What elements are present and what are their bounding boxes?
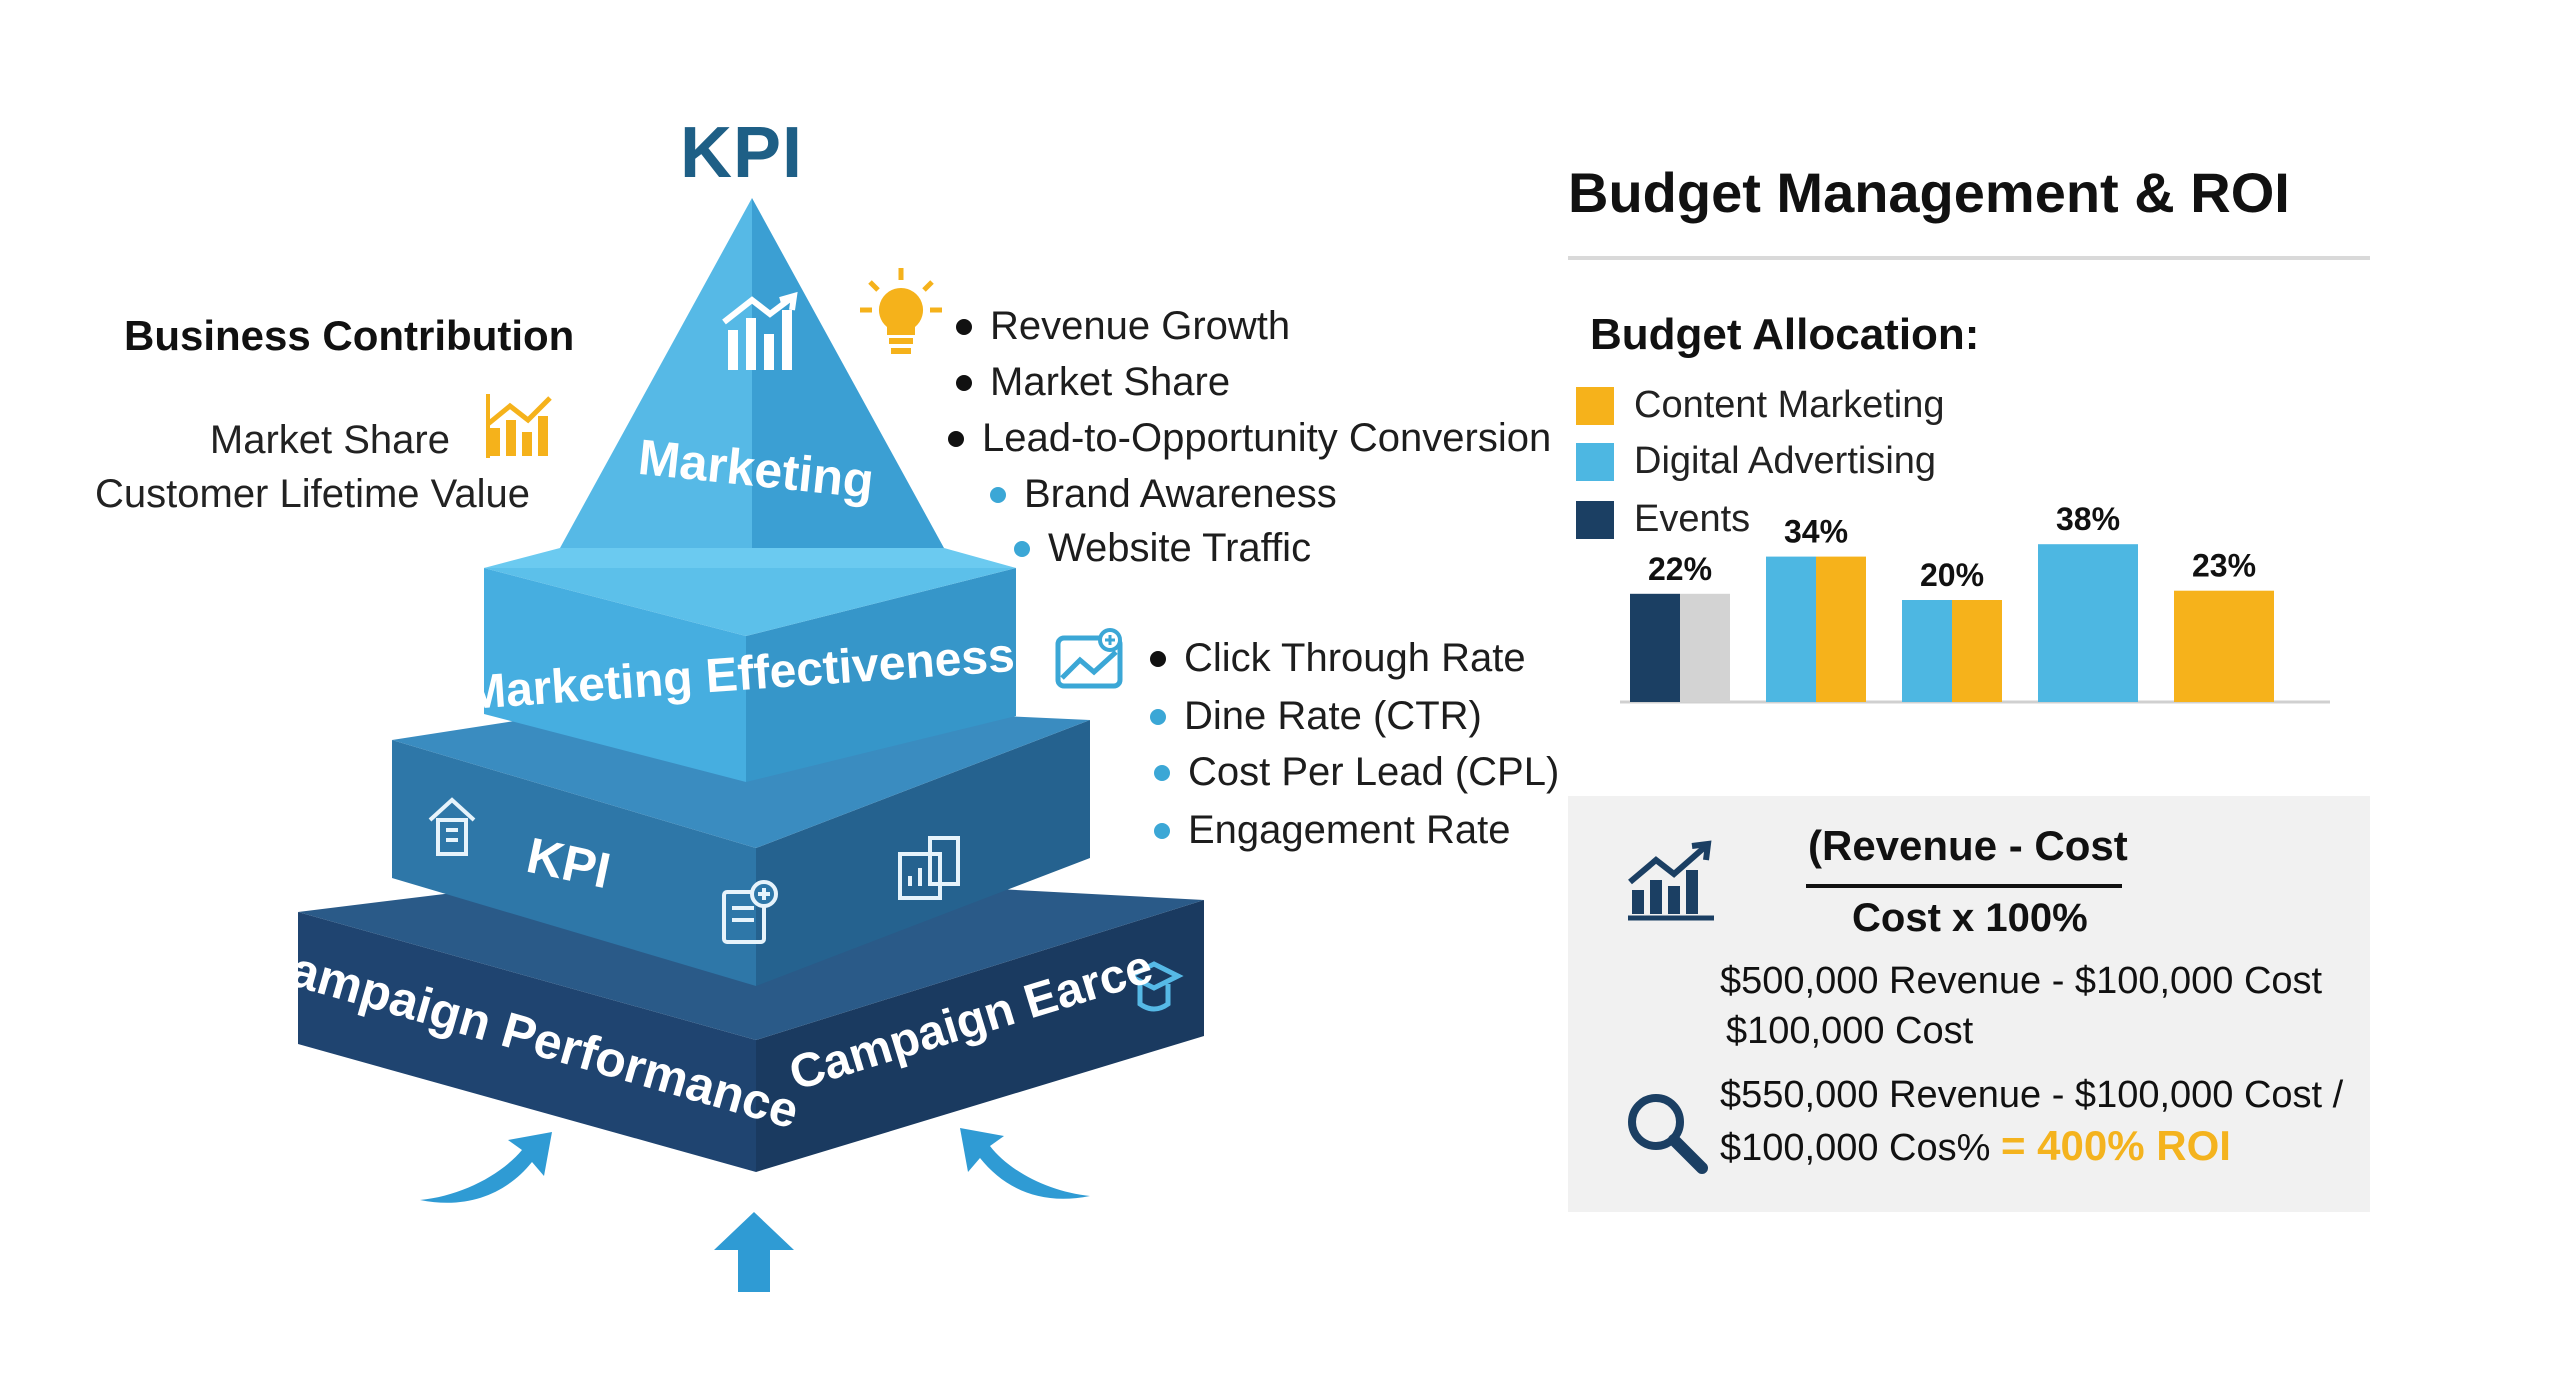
top-right-face [752,198,944,548]
bar-segment [1816,556,1866,702]
roi-example-line: $100,000 Cost [1726,1010,1974,1052]
report-icon [898,836,960,900]
effectiveness-bullet: Engagement Rate [1154,808,1510,853]
roi-result: = 400% ROI [2000,1122,2231,1169]
legend-swatch [1576,386,1614,425]
base-level-left-face [298,912,756,1172]
bar-value-label: 38% [2056,501,2120,537]
arrow-up-icon [714,1212,794,1292]
business-contribution-item: Market Share [209,418,450,462]
effectiveness-bullet: Click Through Rate [1150,636,1526,681]
roi-example-line: $500,000 Revenue - $100,000 Cost [1720,960,2323,1002]
legend-swatch [1576,442,1614,481]
roi-formula-denominator: Cost x 100% [1852,896,2088,940]
level2-right-face [746,568,1016,782]
marketing-bullet: Website Traffic [1014,526,1311,571]
bar-value-label: 20% [1920,557,1984,593]
growth-chart-icon [486,394,552,458]
bar-segment [1902,600,1952,702]
magnifier-icon [1628,1094,1708,1174]
legend-swatch [1576,500,1614,539]
curved-arrow-icon [960,1128,1090,1199]
legend-item: Events [1576,498,1750,541]
bar-segment [1952,600,2002,702]
top-base-face [484,548,1016,568]
marketing-bullet: Brand Awareness [990,472,1337,517]
legend-item: Content Marketing [1576,384,1945,427]
document-add-icon [722,880,778,944]
budget-allocation-title: Budget Allocation: [1590,310,1980,359]
bar-segment [1680,593,1730,702]
bar-segment [1630,593,1680,702]
curved-arrow-icon [420,1132,552,1203]
roi-panel [1568,796,2370,1212]
budget-bar-chart: 22% 34% 20% 38% 23% [1620,501,2330,704]
roi-example-line: $100,000 Cos% = 400% ROI [1720,1122,2231,1169]
bar-segment [2174,590,2274,702]
pyramid-title: KPI [680,113,804,193]
level2-left-face [484,568,746,782]
business-contribution-item: Customer Lifetime Value [95,472,530,516]
title-divider [1568,256,2370,260]
roi-formula-numerator: (Revenue - Cost [1808,822,2128,869]
pyramid-graphic: Marketing Marketing Effectiveness KPI Ca… [250,198,1204,1292]
roi-formula-divider [1806,884,2122,888]
business-contribution-title: Business Contribution [124,312,575,359]
effectiveness-bullet: Cost Per Lead (CPL) [1154,750,1559,795]
lightbulb-icon [860,268,942,354]
legend-item: Digital Advertising [1576,440,1936,483]
budget-title: Budget Management & ROI [1568,161,2290,224]
marketing-bullet: Lead-to-Opportunity Conversion [948,416,1551,461]
effectiveness-bullet: Dine Rate (CTR) [1150,694,1482,739]
image-chart-icon [1055,628,1123,689]
marketing-bullet: Market Share [956,360,1230,405]
level3-left-face [392,740,756,986]
bar-segment [2038,544,2138,702]
growth-chart-icon [1628,840,1714,921]
growth-chart-icon [722,291,798,370]
bar-value-label: 22% [1648,551,1712,587]
base-level-right-face [756,900,1204,1172]
roi-example-line: $550,000 Revenue - $100,000 Cost / [1720,1074,2344,1116]
marketing-bullet: Revenue Growth [956,304,1290,349]
top-left-face [560,198,752,548]
bar-value-label: 23% [2192,548,2256,584]
bar-value-label: 34% [1784,514,1848,550]
bar-segment [1766,556,1816,702]
building-icon [428,797,476,856]
graduation-icon [1128,961,1184,1012]
